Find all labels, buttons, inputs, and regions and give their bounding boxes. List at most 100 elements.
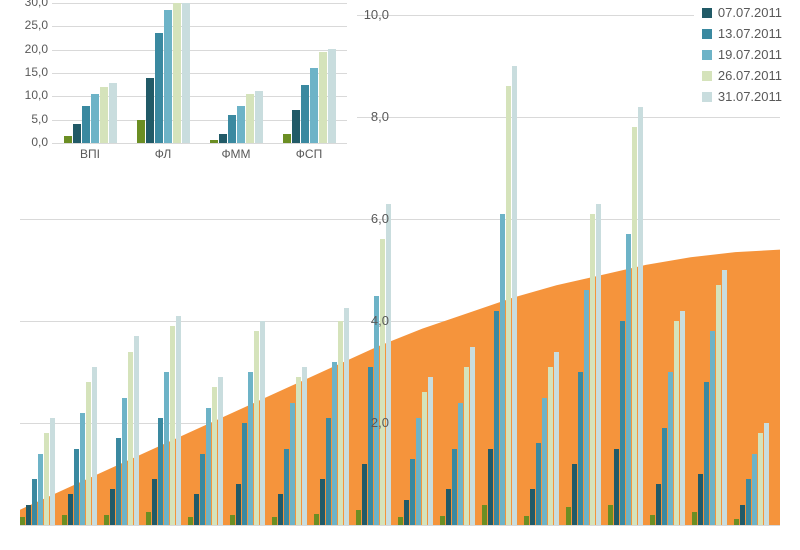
legend-swatch [702, 50, 712, 60]
legend-swatch [702, 92, 712, 102]
bar [319, 52, 327, 143]
bar [410, 459, 415, 525]
bar [122, 398, 127, 526]
bar [704, 382, 709, 525]
bar [500, 214, 505, 525]
bar [44, 433, 49, 525]
bar [632, 127, 637, 525]
bar [596, 204, 601, 525]
bar [284, 449, 289, 526]
legend-label: 26.07.2011 [718, 68, 782, 83]
bar [155, 33, 163, 143]
y-tick-label: 20,0 [20, 42, 48, 56]
bar [62, 515, 67, 525]
bar [374, 296, 379, 526]
bar [246, 94, 254, 143]
bar [248, 372, 253, 525]
bar [164, 10, 172, 143]
bar [200, 454, 205, 525]
bar [356, 510, 361, 525]
bar [290, 403, 295, 525]
bar [674, 321, 679, 525]
bar [656, 484, 661, 525]
bar [206, 408, 211, 525]
bar [80, 413, 85, 525]
bar [134, 336, 139, 525]
bar [494, 311, 499, 525]
bar [368, 367, 373, 525]
bar [74, 449, 79, 526]
bar [692, 512, 697, 525]
bar [398, 517, 403, 525]
bar [38, 454, 43, 525]
bar [82, 106, 90, 143]
bar [638, 107, 643, 525]
bar [254, 331, 259, 525]
gridline [52, 143, 347, 144]
y-tick-label: 0,0 [20, 135, 48, 149]
y-tick-label: 5,0 [20, 112, 48, 126]
legend-item: 07.07.2011 [702, 5, 782, 20]
bar [416, 418, 421, 525]
bar [164, 372, 169, 525]
bar [452, 449, 457, 526]
legend-swatch [702, 8, 712, 18]
bar [326, 418, 331, 525]
y-tick-label: 15,0 [20, 65, 48, 79]
bar [230, 515, 235, 525]
bar [32, 479, 37, 525]
bar [716, 285, 721, 525]
bar [608, 505, 613, 525]
bar [662, 428, 667, 525]
legend-label: 19.07.2011 [718, 47, 782, 62]
bar [237, 106, 245, 143]
y-tick-label: 8,0 [355, 109, 389, 124]
bar [446, 489, 451, 525]
gridline [52, 73, 347, 74]
bar [698, 474, 703, 525]
bar [328, 49, 336, 143]
bar [283, 134, 291, 143]
bar [566, 507, 571, 525]
bar [380, 239, 385, 525]
legend-item: 13.07.2011 [702, 26, 782, 41]
bar [344, 308, 349, 525]
bar [572, 464, 577, 525]
bar [530, 489, 535, 525]
bar [668, 372, 673, 525]
bar [110, 489, 115, 525]
bar [470, 347, 475, 526]
bar [338, 321, 343, 525]
gridline [52, 3, 347, 4]
bar [428, 377, 433, 525]
bar [301, 85, 309, 143]
y-tick-label: 25,0 [20, 18, 48, 32]
bar [296, 377, 301, 525]
bar [482, 505, 487, 525]
bar [104, 515, 109, 525]
bar [182, 3, 190, 143]
bar [320, 479, 325, 525]
x-tick-label: ФЛ [133, 147, 193, 161]
bar [404, 500, 409, 526]
bar [137, 120, 145, 143]
gridline [52, 26, 347, 27]
bar [146, 78, 154, 143]
bar [228, 115, 236, 143]
inset-plot-area: ВПІФЛФММФСП [52, 3, 347, 143]
bar [332, 362, 337, 525]
bar [614, 449, 619, 526]
legend-swatch [702, 71, 712, 81]
bar [272, 517, 277, 525]
bar [50, 418, 55, 525]
bar [650, 515, 655, 525]
bar [440, 516, 445, 525]
bar [109, 83, 117, 143]
bar [176, 316, 181, 525]
bar [740, 505, 745, 525]
bar [91, 94, 99, 143]
y-tick-label: 6,0 [355, 211, 389, 226]
bar [242, 423, 247, 525]
bar [764, 423, 769, 525]
bar [210, 140, 218, 143]
